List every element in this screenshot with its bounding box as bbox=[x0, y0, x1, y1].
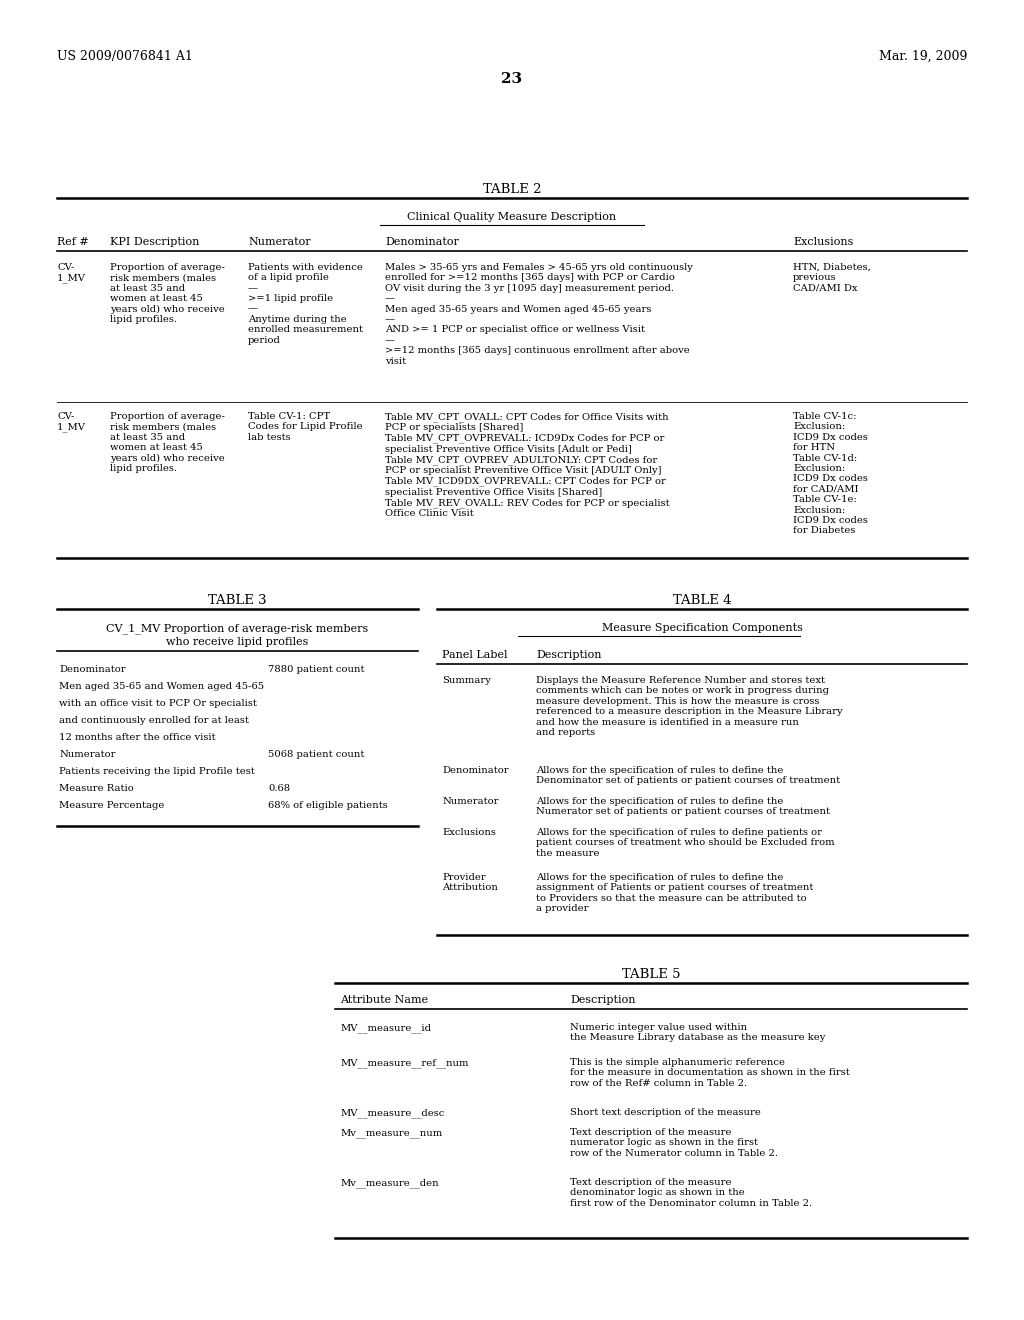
Text: CV-
1_MV: CV- 1_MV bbox=[57, 412, 86, 432]
Text: MV__measure__id: MV__measure__id bbox=[340, 1023, 431, 1032]
Text: MV__measure__ref__num: MV__measure__ref__num bbox=[340, 1059, 469, 1068]
Text: with an office visit to PCP Or specialist: with an office visit to PCP Or specialis… bbox=[59, 700, 257, 708]
Text: Panel Label: Panel Label bbox=[442, 649, 508, 660]
Text: Proportion of average-
risk members (males
at least 35 and
women at least 45
yea: Proportion of average- risk members (mal… bbox=[110, 412, 225, 473]
Text: 23: 23 bbox=[502, 73, 522, 86]
Text: Numerator: Numerator bbox=[59, 750, 116, 759]
Text: Numerator: Numerator bbox=[442, 797, 499, 807]
Text: CV-
1_MV: CV- 1_MV bbox=[57, 263, 86, 282]
Text: 68% of eligible patients: 68% of eligible patients bbox=[268, 801, 388, 810]
Text: Description: Description bbox=[570, 995, 636, 1005]
Text: Text description of the measure
denominator logic as shown in the
first row of t: Text description of the measure denomina… bbox=[570, 1177, 812, 1208]
Text: Text description of the measure
numerator logic as shown in the first
row of the: Text description of the measure numerato… bbox=[570, 1129, 778, 1158]
Text: Table CV-1: CPT
Codes for Lipid Profile
lab tests: Table CV-1: CPT Codes for Lipid Profile … bbox=[248, 412, 362, 442]
Text: Measure Ratio: Measure Ratio bbox=[59, 784, 134, 793]
Text: Measure Specification Components: Measure Specification Components bbox=[601, 623, 803, 634]
Text: Description: Description bbox=[536, 649, 601, 660]
Text: Allows for the specification of rules to define the
Numerator set of patients or: Allows for the specification of rules to… bbox=[536, 797, 830, 816]
Text: Denominator: Denominator bbox=[385, 238, 459, 247]
Text: Exclusions: Exclusions bbox=[442, 828, 496, 837]
Text: Numeric integer value used within
the Measure Library database as the measure ke: Numeric integer value used within the Me… bbox=[570, 1023, 825, 1043]
Text: KPI Description: KPI Description bbox=[110, 238, 200, 247]
Text: Denominator: Denominator bbox=[59, 665, 126, 675]
Text: 5068 patient count: 5068 patient count bbox=[268, 750, 365, 759]
Text: Exclusions: Exclusions bbox=[793, 238, 853, 247]
Text: Table MV_CPT_OVALL: CPT Codes for Office Visits with
PCP or specialists [Shared]: Table MV_CPT_OVALL: CPT Codes for Office… bbox=[385, 412, 670, 517]
Text: TABLE 2: TABLE 2 bbox=[482, 183, 542, 195]
Text: Proportion of average-
risk members (males
at least 35 and
women at least 45
yea: Proportion of average- risk members (mal… bbox=[110, 263, 225, 325]
Text: This is the simple alphanumeric reference
for the measure in documentation as sh: This is the simple alphanumeric referenc… bbox=[570, 1059, 850, 1088]
Text: Patients with evidence
of a lipid profile
—
>=1 lipid profile
—
Anytime during t: Patients with evidence of a lipid profil… bbox=[248, 263, 362, 345]
Text: Numerator: Numerator bbox=[248, 238, 310, 247]
Text: Provider
Attribution: Provider Attribution bbox=[442, 873, 498, 892]
Text: MV__measure__desc: MV__measure__desc bbox=[340, 1107, 444, 1118]
Text: 12 months after the office visit: 12 months after the office visit bbox=[59, 733, 216, 742]
Text: Ref #: Ref # bbox=[57, 238, 89, 247]
Text: US 2009/0076841 A1: US 2009/0076841 A1 bbox=[57, 50, 193, 63]
Text: Clinical Quality Measure Description: Clinical Quality Measure Description bbox=[408, 213, 616, 222]
Text: Patients receiving the lipid Profile test: Patients receiving the lipid Profile tes… bbox=[59, 767, 255, 776]
Text: Mar. 19, 2009: Mar. 19, 2009 bbox=[879, 50, 967, 63]
Text: Attribute Name: Attribute Name bbox=[340, 995, 428, 1005]
Text: Table CV-1c:
Exclusion:
ICD9 Dx codes
for HTN
Table CV-1d:
Exclusion:
ICD9 Dx co: Table CV-1c: Exclusion: ICD9 Dx codes fo… bbox=[793, 412, 868, 536]
Text: HTN, Diabetes,
previous
CAD/AMI Dx: HTN, Diabetes, previous CAD/AMI Dx bbox=[793, 263, 870, 293]
Text: who receive lipid profiles: who receive lipid profiles bbox=[166, 638, 308, 647]
Text: 0.68: 0.68 bbox=[268, 784, 290, 793]
Text: Displays the Measure Reference Number and stores text
comments which can be note: Displays the Measure Reference Number an… bbox=[536, 676, 843, 737]
Text: TABLE 4: TABLE 4 bbox=[673, 594, 731, 607]
Text: TABLE 5: TABLE 5 bbox=[622, 968, 680, 981]
Text: CV_1_MV Proportion of average-risk members: CV_1_MV Proportion of average-risk membe… bbox=[106, 623, 369, 634]
Text: and continuously enrolled for at least: and continuously enrolled for at least bbox=[59, 715, 249, 725]
Text: Short text description of the measure: Short text description of the measure bbox=[570, 1107, 761, 1117]
Text: Mv__measure__num: Mv__measure__num bbox=[340, 1129, 442, 1138]
Text: Allows for the specification of rules to define the
assignment of Patients or pa: Allows for the specification of rules to… bbox=[536, 873, 813, 913]
Text: Allows for the specification of rules to define patients or
patient courses of t: Allows for the specification of rules to… bbox=[536, 828, 835, 858]
Text: Summary: Summary bbox=[442, 676, 490, 685]
Text: Men aged 35-65 and Women aged 45-65: Men aged 35-65 and Women aged 45-65 bbox=[59, 682, 264, 690]
Text: TABLE 3: TABLE 3 bbox=[208, 594, 267, 607]
Text: Mv__measure__den: Mv__measure__den bbox=[340, 1177, 438, 1188]
Text: Measure Percentage: Measure Percentage bbox=[59, 801, 165, 810]
Text: Denominator: Denominator bbox=[442, 766, 509, 775]
Text: Males > 35-65 yrs and Females > 45-65 yrs old continuously
enrolled for >=12 mon: Males > 35-65 yrs and Females > 45-65 yr… bbox=[385, 263, 693, 366]
Text: Allows for the specification of rules to define the
Denominator set of patients : Allows for the specification of rules to… bbox=[536, 766, 840, 785]
Text: 7880 patient count: 7880 patient count bbox=[268, 665, 365, 675]
